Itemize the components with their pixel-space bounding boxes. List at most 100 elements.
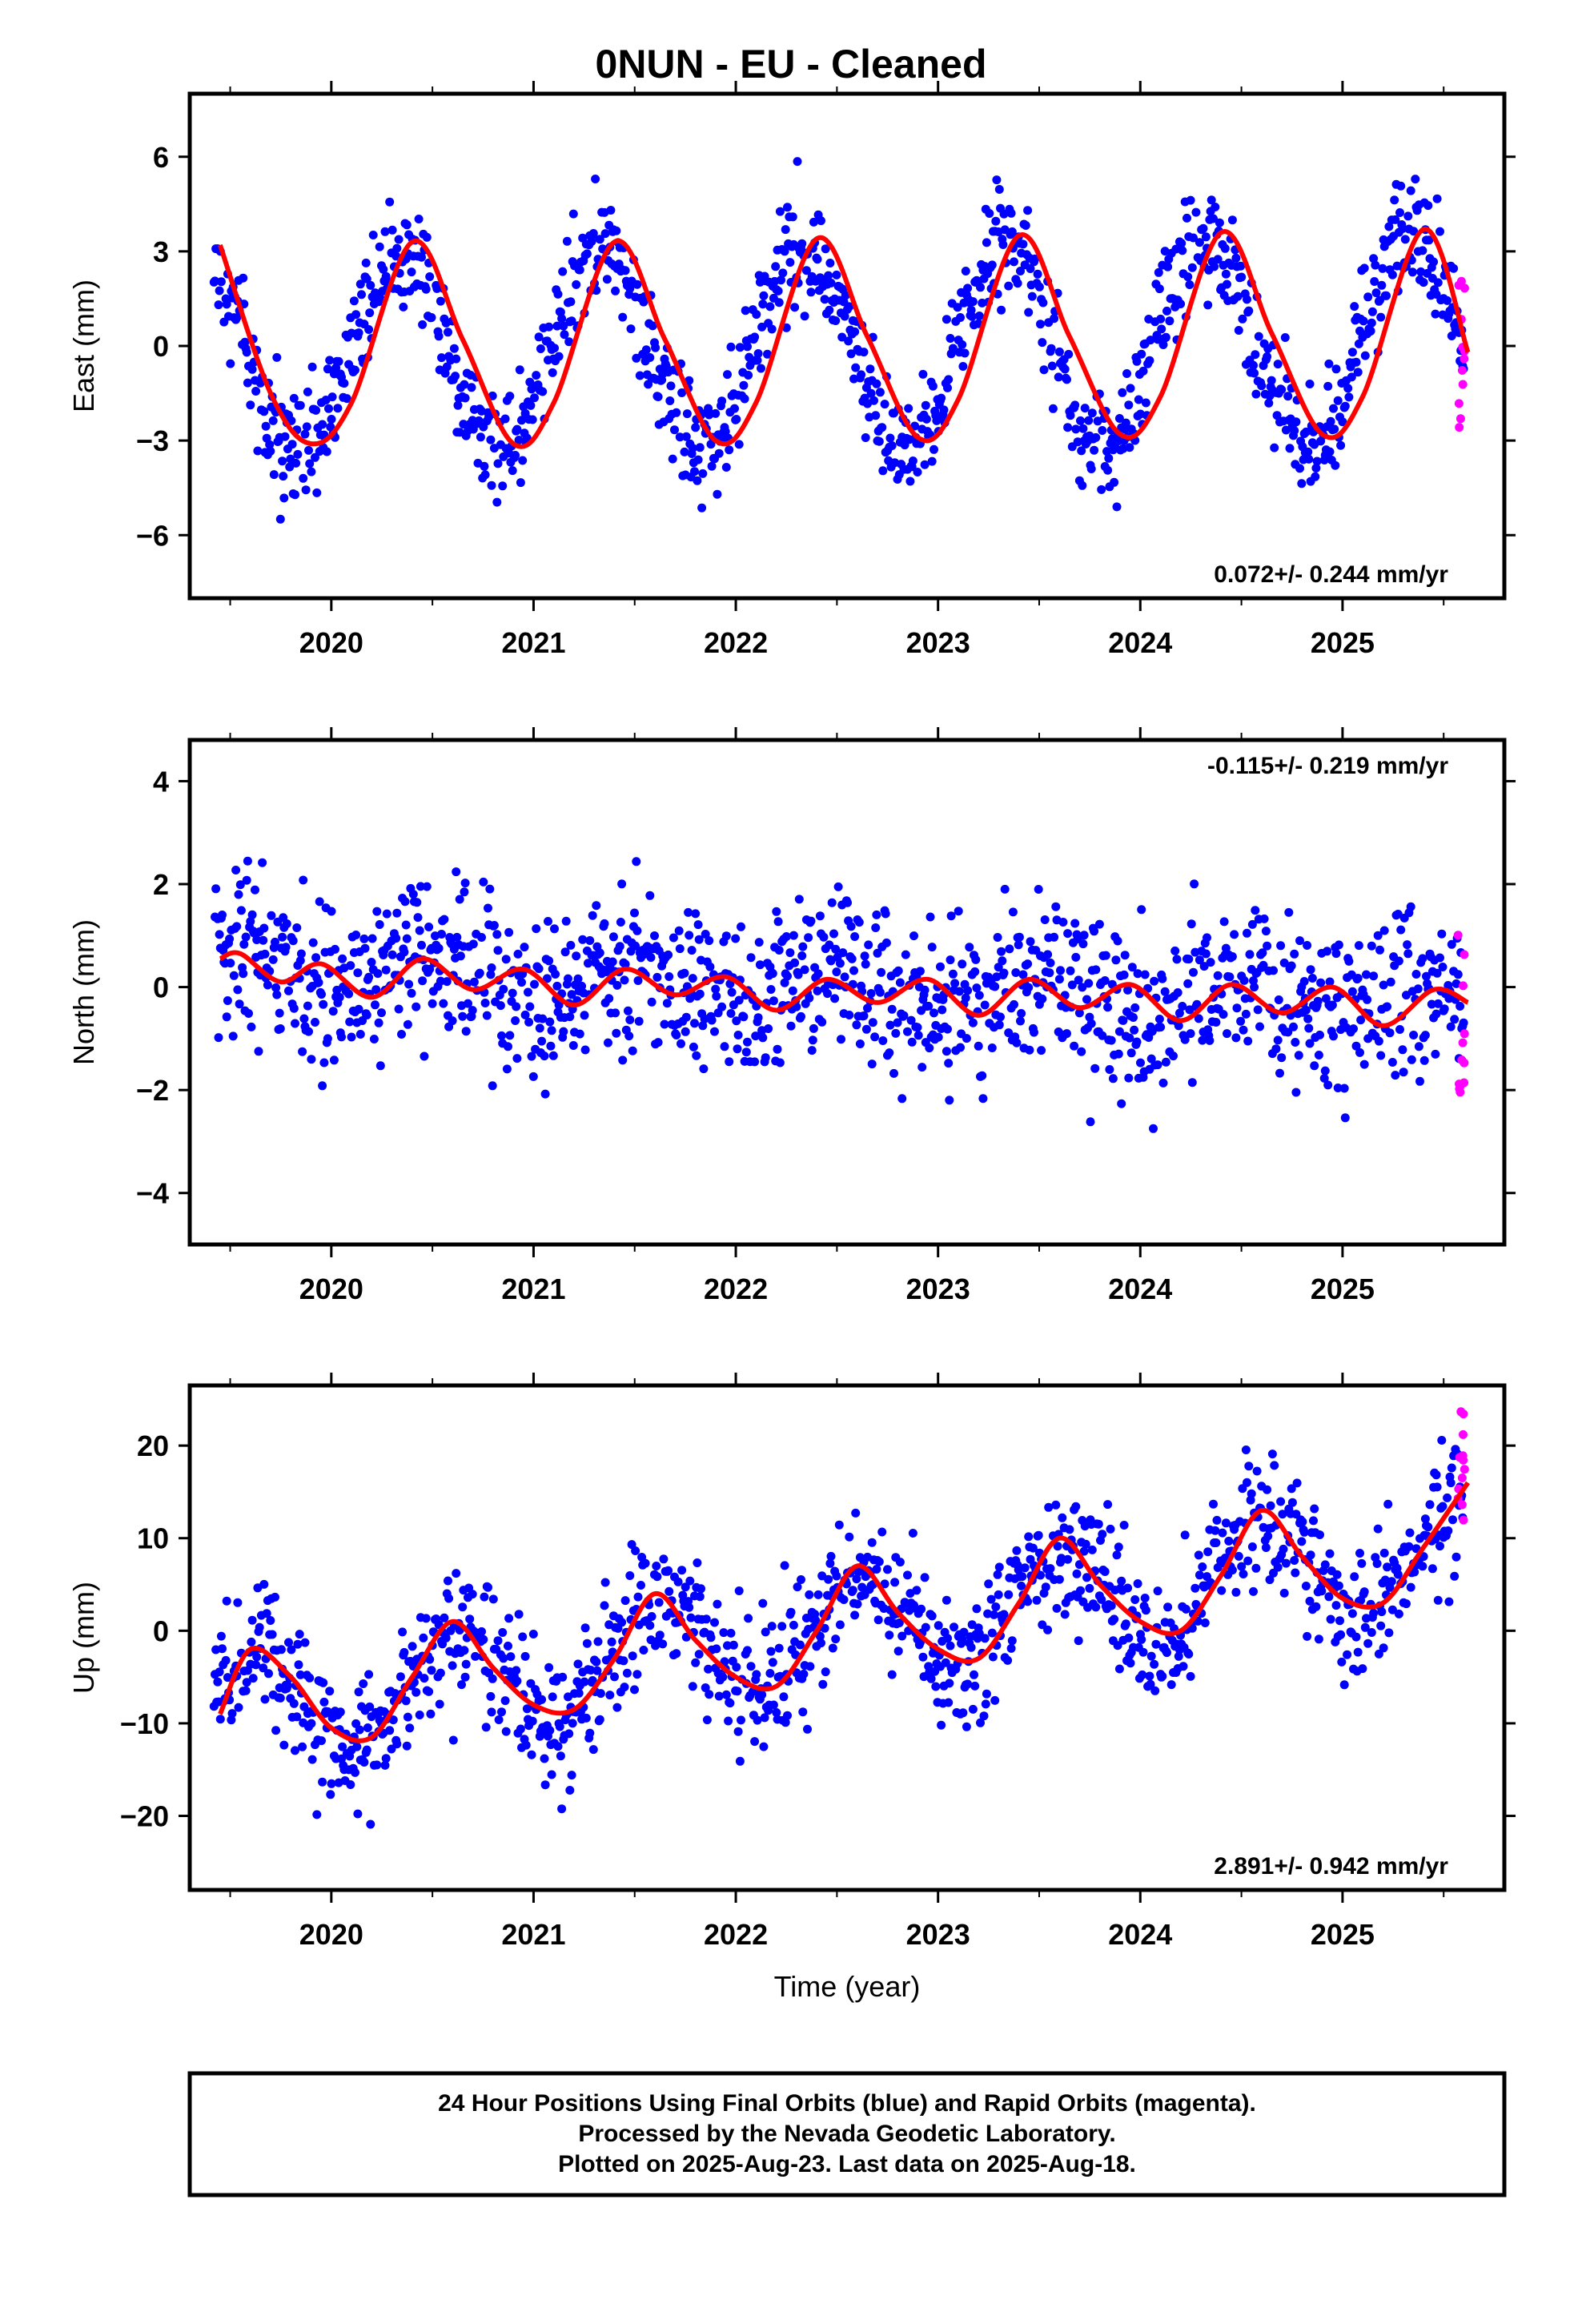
final-orbit-point (1183, 979, 1193, 988)
final-orbit-point (505, 392, 515, 401)
final-orbit-point (1359, 1587, 1369, 1597)
final-orbit-point (568, 1719, 577, 1728)
final-orbit-point (1325, 447, 1335, 456)
final-orbit-point (461, 1659, 471, 1669)
final-orbit-point (280, 432, 290, 441)
final-orbit-point (1066, 411, 1075, 420)
final-orbit-point (1331, 460, 1340, 470)
final-orbit-point (953, 303, 962, 312)
final-orbit-point (872, 379, 881, 388)
final-orbit-point (402, 1741, 412, 1751)
final-orbit-point (479, 1634, 488, 1644)
final-orbit-point (604, 1038, 612, 1047)
final-orbit-point (419, 1633, 428, 1642)
final-orbit-point (1305, 1596, 1315, 1606)
y-tick-label: 6 (153, 141, 169, 174)
final-orbit-point (515, 365, 524, 375)
final-orbit-point (1087, 1545, 1097, 1554)
final-orbit-point (1063, 929, 1073, 939)
final-orbit-point (959, 1627, 969, 1637)
rapid-orbit-point (1460, 354, 1469, 364)
final-orbit-point (377, 1008, 386, 1018)
final-orbit-point (887, 441, 897, 450)
final-orbit-point (1377, 280, 1387, 290)
final-orbit-point (990, 1695, 1000, 1705)
final-orbit-point (486, 970, 496, 979)
final-orbit-point (375, 1061, 385, 1071)
final-orbit-point (1129, 1013, 1138, 1022)
final-orbit-point (794, 895, 804, 904)
final-orbit-point (1423, 201, 1433, 211)
final-orbit-point (1203, 933, 1211, 943)
final-orbit-point (317, 990, 326, 999)
final-orbit-point (1043, 950, 1053, 959)
final-orbit-point (789, 931, 798, 940)
final-orbit-point (1046, 1564, 1055, 1574)
final-orbit-point (586, 1666, 596, 1675)
final-orbit-point (425, 1655, 435, 1664)
final-orbit-point (1246, 1495, 1255, 1505)
final-orbit-point (585, 936, 595, 945)
final-orbit-point (307, 467, 316, 476)
final-orbit-point (344, 989, 354, 999)
final-orbit-point (1439, 1004, 1449, 1014)
final-orbit-point (1251, 906, 1260, 915)
final-orbit-point (331, 944, 339, 954)
final-orbit-point (871, 411, 881, 420)
final-orbit-point (1177, 239, 1186, 248)
final-orbit-point (485, 884, 495, 894)
final-orbit-point (693, 476, 702, 485)
final-orbit-point (1174, 1651, 1183, 1661)
final-orbit-point (616, 918, 625, 927)
final-orbit-point (213, 1677, 223, 1687)
final-orbit-point (1376, 1051, 1386, 1060)
final-orbit-point (1063, 423, 1073, 432)
final-orbit-point (994, 1562, 1004, 1572)
final-orbit-point (1243, 295, 1251, 304)
final-orbit-point (339, 379, 349, 388)
final-orbit-point (857, 370, 866, 380)
final-orbit-point (1198, 1562, 1207, 1571)
final-orbit-point (713, 1599, 722, 1609)
final-orbit-point (1127, 963, 1137, 972)
final-orbit-point (909, 931, 918, 941)
final-orbit-point (626, 324, 636, 334)
final-orbit-point (1114, 1027, 1124, 1036)
final-orbit-point (497, 1707, 506, 1717)
final-orbit-point (797, 1575, 805, 1584)
final-orbit-point (972, 1604, 982, 1614)
final-orbit-point (988, 1652, 998, 1662)
final-orbit-point (873, 948, 882, 958)
final-orbit-point (861, 433, 870, 442)
final-orbit-point (1244, 1462, 1254, 1471)
final-orbit-point (1060, 364, 1070, 374)
final-orbit-point (532, 371, 541, 380)
final-orbit-point (665, 396, 675, 405)
final-orbit-point (915, 967, 925, 976)
final-orbit-point (289, 393, 299, 403)
final-orbit-point (327, 415, 336, 424)
final-orbit-point (379, 264, 388, 274)
final-orbit-point (958, 362, 968, 371)
final-orbit-point (883, 1565, 892, 1574)
final-orbit-point (622, 1668, 632, 1678)
final-orbit-point (1347, 372, 1356, 382)
final-orbit-point (375, 294, 385, 304)
final-orbit-point (1409, 227, 1419, 236)
final-orbit-point (355, 279, 365, 289)
final-orbit-point (1218, 1528, 1227, 1538)
final-orbit-point (566, 940, 576, 950)
final-orbit-point (759, 291, 769, 300)
final-orbit-point (547, 1026, 556, 1035)
final-orbit-point (234, 890, 243, 899)
final-orbit-point (1406, 902, 1415, 911)
final-orbit-point (295, 1630, 304, 1639)
final-orbit-point (985, 209, 994, 218)
final-orbit-point (670, 425, 679, 435)
final-orbit-point (1391, 1071, 1400, 1080)
final-orbit-point (839, 1595, 849, 1604)
final-orbit-point (582, 249, 592, 259)
final-orbit-point (592, 1657, 601, 1667)
final-orbit-point (1276, 1497, 1286, 1506)
final-orbit-point (1241, 1009, 1251, 1019)
